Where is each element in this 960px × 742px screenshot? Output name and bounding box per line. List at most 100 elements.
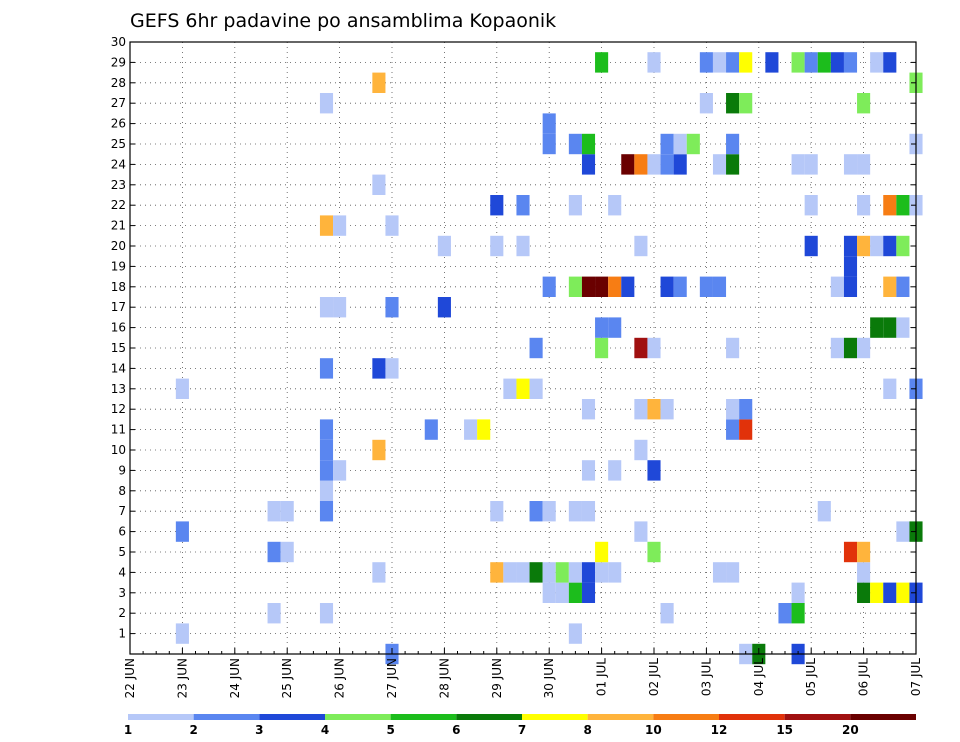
data-cell bbox=[739, 52, 753, 73]
legend-swatch bbox=[193, 714, 260, 720]
data-cell bbox=[726, 419, 740, 440]
data-cell bbox=[490, 235, 504, 257]
data-cell bbox=[739, 419, 753, 440]
data-cell bbox=[660, 133, 674, 155]
data-cell bbox=[595, 562, 609, 583]
legend-swatch bbox=[587, 714, 654, 720]
data-cell bbox=[568, 562, 582, 583]
data-cell bbox=[581, 562, 596, 583]
data-cell bbox=[883, 195, 897, 216]
data-cell bbox=[319, 93, 334, 114]
y-tick-label: 14 bbox=[111, 361, 126, 375]
data-cell bbox=[857, 582, 871, 603]
x-tick-label: 24 JUN bbox=[228, 658, 242, 698]
x-tick-label: 05 JUL bbox=[804, 658, 818, 696]
data-cell bbox=[568, 582, 582, 603]
data-cell bbox=[608, 562, 622, 583]
chart-title: GEFS 6hr padavine po ansamblima Kopaonik bbox=[130, 10, 556, 32]
data-cell bbox=[542, 113, 556, 134]
data-cell bbox=[726, 562, 740, 583]
data-cell bbox=[581, 154, 596, 175]
data-cell bbox=[883, 317, 897, 338]
data-cell bbox=[319, 603, 334, 624]
data-cell bbox=[621, 154, 635, 175]
data-cell bbox=[595, 317, 609, 338]
y-tick-label: 5 bbox=[118, 545, 126, 559]
data-cell bbox=[608, 276, 622, 297]
y-tick-label: 30 bbox=[111, 35, 126, 49]
y-tick-label: 28 bbox=[111, 76, 126, 90]
data-cell bbox=[529, 337, 543, 359]
y-tick-label: 19 bbox=[111, 259, 126, 273]
y-tick-label: 16 bbox=[111, 321, 126, 335]
data-cell bbox=[843, 256, 858, 277]
data-cell bbox=[896, 276, 910, 297]
data-cell bbox=[804, 52, 818, 73]
data-cell bbox=[857, 154, 871, 175]
data-cell bbox=[843, 337, 858, 359]
data-cell bbox=[385, 215, 399, 236]
data-cell bbox=[791, 582, 805, 603]
data-cell bbox=[857, 195, 871, 216]
legend-label: 1 bbox=[124, 723, 132, 737]
y-tick-label: 11 bbox=[111, 423, 126, 437]
data-cell bbox=[175, 623, 189, 644]
data-cell bbox=[437, 297, 451, 318]
data-cell bbox=[581, 133, 596, 155]
data-cell bbox=[739, 93, 753, 114]
data-cell bbox=[542, 133, 556, 155]
data-cell bbox=[516, 235, 530, 257]
y-tick-label: 9 bbox=[118, 463, 126, 477]
legend-label: 4 bbox=[321, 723, 329, 737]
x-tick-label: 29 JUN bbox=[490, 658, 504, 698]
y-tick-label: 26 bbox=[111, 117, 126, 131]
x-tick-label: 22 JUN bbox=[123, 658, 137, 698]
y-tick-label: 25 bbox=[111, 137, 126, 151]
legend-swatch bbox=[653, 714, 719, 720]
y-tick-label: 13 bbox=[111, 382, 126, 396]
data-cell bbox=[542, 276, 556, 297]
data-cell bbox=[581, 460, 596, 481]
data-cell bbox=[568, 623, 582, 644]
x-tick-label: 27 JUN bbox=[385, 658, 399, 698]
data-cell bbox=[647, 154, 661, 175]
data-cell bbox=[595, 52, 609, 73]
data-cell bbox=[267, 541, 281, 563]
legend-swatch bbox=[784, 714, 851, 720]
data-cell bbox=[843, 276, 858, 297]
data-cell bbox=[516, 378, 530, 399]
data-cells bbox=[175, 52, 923, 665]
data-cell bbox=[424, 419, 438, 440]
data-cell bbox=[883, 52, 897, 73]
data-cell bbox=[529, 378, 543, 399]
y-tick-label: 23 bbox=[111, 178, 126, 192]
data-cell bbox=[896, 235, 910, 257]
data-cell bbox=[516, 562, 530, 583]
data-cell bbox=[857, 562, 871, 583]
y-tick-label: 29 bbox=[111, 55, 126, 69]
data-cell bbox=[817, 501, 831, 522]
legend-label: 3 bbox=[255, 723, 263, 737]
x-tick-label: 26 JUN bbox=[333, 658, 347, 698]
data-cell bbox=[660, 399, 674, 420]
data-cell bbox=[568, 133, 582, 155]
y-tick-label: 21 bbox=[111, 219, 126, 233]
x-tick-label: 06 JUL bbox=[857, 658, 871, 696]
x-tick-label: 30 JUN bbox=[542, 658, 556, 698]
data-cell bbox=[581, 399, 596, 420]
data-cell bbox=[581, 501, 596, 522]
y-tick-label: 12 bbox=[111, 402, 126, 416]
data-cell bbox=[319, 439, 334, 461]
data-cell bbox=[726, 133, 740, 155]
data-cell bbox=[778, 603, 792, 624]
data-cell bbox=[647, 460, 661, 481]
y-tick-label: 15 bbox=[111, 341, 126, 355]
x-tick-label: 01 JUL bbox=[595, 658, 609, 696]
data-cell bbox=[437, 235, 451, 257]
data-cell bbox=[673, 276, 687, 297]
data-cell bbox=[542, 501, 556, 522]
data-cell bbox=[883, 582, 897, 603]
data-cell bbox=[634, 154, 648, 175]
data-cell bbox=[870, 52, 884, 73]
data-cell bbox=[804, 235, 818, 257]
